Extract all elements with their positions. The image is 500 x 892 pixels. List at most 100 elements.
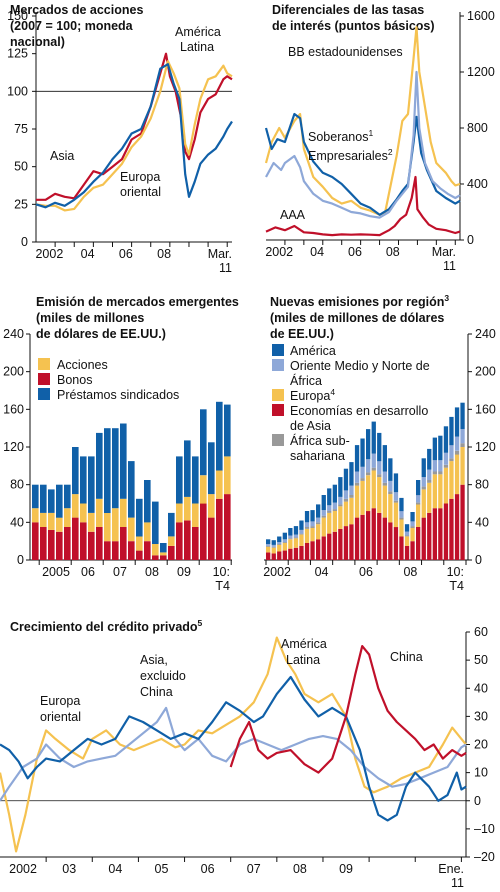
regional-bar-áfrica-subsahariana <box>449 458 454 462</box>
regional-bar-economías-en-desarrollo-de-asia <box>266 552 271 560</box>
regional-bar-economías-en-desarrollo-de-asia <box>421 517 426 560</box>
credit-y-tick-label: 40 <box>474 681 488 695</box>
credit-x-tick-label: Ene. <box>438 862 464 876</box>
credit-label-asia-2: excluido <box>140 669 186 683</box>
stocks-x-tick-label: Mar. <box>208 247 232 261</box>
issuance-x-tick-label: 2005 <box>42 565 70 579</box>
regional-x-tick-label: 2002 <box>263 565 291 579</box>
regional-bar-áfrica-subsahariana <box>271 546 276 548</box>
stocks-x-tick-label: 04 <box>81 247 95 261</box>
regional-bar-áfrica-subsahariana <box>460 443 465 447</box>
regional-bar-áfrica-subsahariana <box>399 517 404 520</box>
regional-bar-áfrica-subsahariana <box>266 545 271 547</box>
stocks-line-américa-latina <box>35 60 233 212</box>
regional-bar-américa <box>316 504 321 518</box>
regional-bar-economías-en-desarrollo-de-asia <box>377 512 382 560</box>
regional-y-tick-label: 160 <box>475 402 496 416</box>
regional-bar-europa <box>310 528 315 542</box>
regional-bar-economías-en-desarrollo-de-asia <box>454 494 460 560</box>
issuance-bar-acciones <box>112 508 119 542</box>
issuance-bar-préstamos-sindicados <box>64 484 71 509</box>
issuance-bar-acciones <box>168 536 175 546</box>
regional-bar-áfrica-subsahariana <box>438 471 443 475</box>
spreads-label-aaa: AAA <box>280 208 306 222</box>
spreads-subtitle: de interés (puntos básicos) <box>272 19 435 33</box>
issuance-legend-label: Bonos <box>57 373 92 387</box>
issuance-y-tick-label: 40 <box>10 515 24 529</box>
issuance-bar-acciones <box>136 536 143 551</box>
regional-bar-américa <box>438 435 443 461</box>
regional-bar-europa <box>299 534 304 546</box>
regional-bar-américa <box>460 402 465 430</box>
regional-bar-américa <box>299 520 304 530</box>
regional-bar-américa <box>266 539 271 544</box>
issuance-bar-bonos <box>96 527 103 560</box>
issuance-legend-swatch <box>38 358 50 370</box>
regional-bar-américa <box>343 468 349 491</box>
regional-bar-américa <box>282 532 287 540</box>
regional-bar-áfrica-subsahariana <box>377 474 382 478</box>
issuance-bar-acciones <box>96 498 103 527</box>
regional-bar-economías-en-desarrollo-de-asia <box>371 508 376 560</box>
regional-bar-áfrica-subsahariana <box>404 535 410 537</box>
regional-bar-economías-en-desarrollo-de-asia <box>299 545 304 560</box>
issuance-bar-acciones <box>192 503 199 527</box>
regional-bar-economías-en-desarrollo-de-asia <box>282 550 287 560</box>
regional-bar-áfrica-subsahariana <box>382 482 387 486</box>
regional-bar-europa <box>282 543 287 551</box>
regional-legend-swatch <box>272 359 284 371</box>
issuance-bar-acciones <box>80 503 87 523</box>
regional-bar-economías-en-desarrollo-de-asia <box>460 484 465 560</box>
regional-bar-áfrica-subsahariana <box>416 502 421 505</box>
regional-bar-áfrica-subsahariana <box>343 498 349 502</box>
issuance-x-tick-label: 10: <box>213 565 230 579</box>
spreads-x-tick-label: 2002 <box>265 245 293 259</box>
issuance-bar-préstamos-sindicados <box>136 498 143 537</box>
regional-bar-áfrica-subsahariana <box>371 467 376 471</box>
spreads-line-aaa <box>265 175 461 237</box>
regional-bar-oriente-medio-y-norte-de-áfrica <box>288 535 293 539</box>
regional-bar-oriente-medio-y-norte-de-áfrica <box>277 542 282 544</box>
regional-bar-áfrica-subsahariana <box>427 480 432 483</box>
stocks-title: Mercados de acciones <box>10 3 143 17</box>
regional-bar-américa <box>360 438 365 467</box>
regional-bar-europa <box>360 480 365 515</box>
credit-x-tick-label: 06 <box>201 862 215 876</box>
regional-bar-economías-en-desarrollo-de-asia <box>432 508 437 560</box>
stocks-y-tick-label: 25 <box>14 197 28 211</box>
spreads-x-tick-label: 08 <box>386 245 400 259</box>
regional-bar-europa <box>366 475 371 512</box>
credit-title-text: Crecimiento del crédito privado <box>10 620 198 634</box>
stocks-label-latam-2: Latina <box>180 40 214 54</box>
issuance-bar-bonos <box>216 498 223 560</box>
regional-bar-áfrica-subsahariana <box>360 478 365 481</box>
regional-bar-áfrica-subsahariana <box>354 482 360 486</box>
regional-bar-economías-en-desarrollo-de-asia <box>338 528 343 560</box>
issuance-bar-bonos <box>200 503 207 560</box>
credit-label-asia-1: Asia, <box>140 653 168 667</box>
issuance-y-tick-label: 160 <box>3 402 24 416</box>
regional-legend-label: sahariana <box>290 449 345 463</box>
issuance-bar-préstamos-sindicados <box>216 401 223 471</box>
spreads-label-emp-text: Empresariales <box>308 149 388 163</box>
regional-bar-oriente-medio-y-norte-de-áfrica <box>266 544 271 546</box>
stocks-label-eu-2: oriental <box>120 185 161 199</box>
issuance-bar-préstamos-sindicados <box>160 543 167 553</box>
issuance-y-tick-label: 0 <box>17 553 24 567</box>
stocks-y-tick-label: 0 <box>21 235 28 249</box>
issuance-bar-bonos <box>56 531 63 561</box>
stocks-plot: 0 25 50 75 100 125 150 2002 04 06 08 Mar.11 <box>7 9 233 275</box>
regional-bar-áfrica-subsahariana <box>277 544 282 545</box>
regional-y-tick-label: 120 <box>475 440 496 454</box>
regional-bar-áfrica-subsahariana <box>454 450 460 455</box>
regional-bar-áfrica-subsahariana <box>321 515 326 518</box>
issuance-bar-préstamos-sindicados <box>184 440 191 497</box>
spreads-x-tick-label: 04 <box>310 245 324 259</box>
issuance-bar-bonos <box>224 494 231 560</box>
regional-bar-europa <box>377 477 382 513</box>
regional-bar-economías-en-desarrollo-de-asia <box>416 527 421 560</box>
regional-bar-economías-en-desarrollo-de-asia <box>277 551 282 560</box>
regional-plot: 0 40 80 120 160 200 240 2002 04 06 08 10:T4 AméricaO… <box>263 327 496 593</box>
issuance-bar-acciones <box>72 494 79 518</box>
regional-legend-label: América <box>290 344 336 358</box>
